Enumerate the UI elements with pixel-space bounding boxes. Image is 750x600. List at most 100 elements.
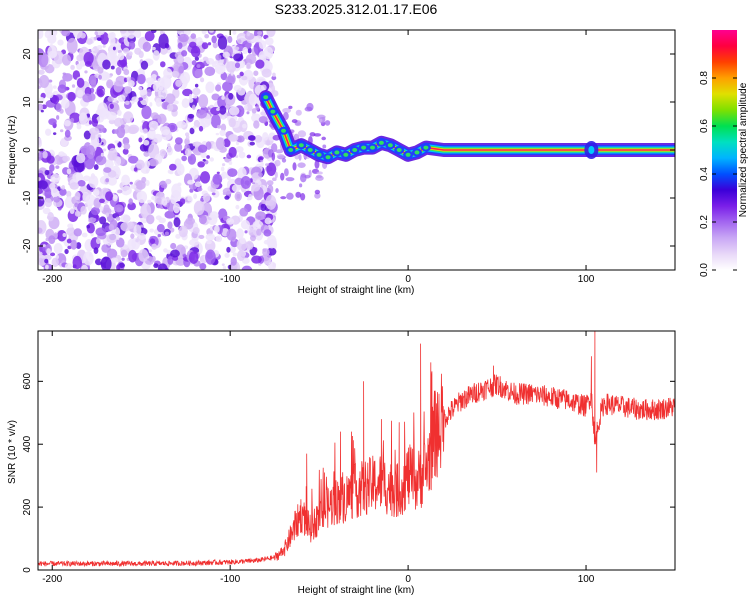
noise-speckle [96,45,103,50]
noise-speckle [100,71,111,81]
noise-speckle [94,31,98,36]
ridge-blob-core [270,109,276,114]
noise-speckle [322,144,327,149]
noise-speckle [86,145,96,159]
spectrogram-y-tick-label: 0 [22,147,33,153]
noise-speckle [248,229,258,237]
noise-speckle [285,177,295,182]
spectrogram-y-tick-label: 10 [22,96,33,108]
noise-speckle [128,198,133,205]
noise-speckle [265,37,274,46]
noise-speckle [95,237,101,245]
noise-speckle [238,151,246,159]
noise-speckle [201,30,207,35]
spectrogram-x-tick-label: 0 [405,274,411,285]
noise-speckle [57,39,64,46]
noise-speckle [142,41,152,52]
noise-speckle [227,168,238,177]
noise-speckle [226,61,237,73]
snr-y-tick-label: 600 [22,373,33,390]
snr-background [38,331,675,570]
noise-speckle [191,60,197,66]
noise-speckle [75,242,82,249]
noise-speckle [62,54,72,66]
noise-speckle [138,232,146,241]
noise-speckle [321,136,326,141]
noise-speckle [59,188,67,196]
noise-speckle [268,261,277,270]
noise-speckle [164,210,176,219]
ridge-blob-core [414,150,420,155]
ridge-blob-core [370,145,376,150]
noise-speckle [221,163,226,167]
noise-speckle [167,255,174,265]
noise-speckle [157,113,167,125]
noise-speckle [235,155,239,159]
noise-speckle [243,104,248,111]
noise-speckle [126,76,131,83]
noise-speckle [89,127,100,135]
noise-speckle [280,172,285,181]
noise-speckle [236,89,240,93]
noise-speckle [147,127,156,140]
noise-speckle [192,87,201,96]
noise-speckle [187,113,195,119]
noise-speckle [115,237,125,248]
noise-speckle [189,238,199,247]
noise-speckle [315,175,324,181]
noise-speckle [198,214,207,225]
noise-speckle [181,98,190,109]
snr-x-tick-label: -200 [42,574,62,585]
noise-speckle [135,159,145,169]
noise-speckle [266,180,274,186]
noise-speckle [146,88,152,97]
noise-speckle [166,103,174,112]
noise-speckle [262,248,270,257]
noise-speckle [214,225,220,233]
noise-speckle [178,65,185,74]
noise-speckle [52,132,57,136]
noise-speckle [46,155,55,164]
noise-speckle [236,228,244,240]
noise-speckle [93,247,99,254]
noise-speckle [217,35,228,50]
noise-speckle [235,204,240,210]
noise-speckle [62,232,67,237]
noise-speckle [84,70,88,74]
noise-speckle [56,115,60,120]
noise-speckle [170,249,180,258]
noise-speckle [215,137,225,151]
noise-speckle [236,74,241,79]
noise-speckle [221,95,225,100]
noise-speckle [86,113,91,118]
noise-speckle [67,223,74,229]
noise-speckle [53,242,63,254]
noise-speckle [231,184,241,192]
spectrogram-ridge [258,90,675,165]
noise-speckle [74,210,81,217]
noise-speckle [286,192,294,200]
spectrogram-y-axis: 20 10 0 -10 -20 [22,48,675,253]
noise-speckle [173,100,179,105]
noise-speckle [295,191,302,198]
noise-speckle [257,30,263,36]
noise-speckle [258,40,267,49]
noise-speckle [74,202,79,208]
noise-speckle [246,31,251,36]
noise-speckle [204,66,216,77]
noise-speckle [202,158,206,162]
noise-speckle [127,202,136,211]
noise-speckle [84,61,92,67]
noise-speckle [202,56,209,62]
noise-speckle [88,175,99,189]
noise-speckle [316,171,323,175]
noise-speckle [150,30,157,34]
noise-speckle [276,153,285,159]
ridge-blob-core [387,143,393,148]
noise-speckle [142,128,148,134]
noise-speckle [196,36,203,46]
noise-speckle [107,96,114,102]
noise-speckle [103,167,112,173]
noise-speckle [76,123,82,130]
